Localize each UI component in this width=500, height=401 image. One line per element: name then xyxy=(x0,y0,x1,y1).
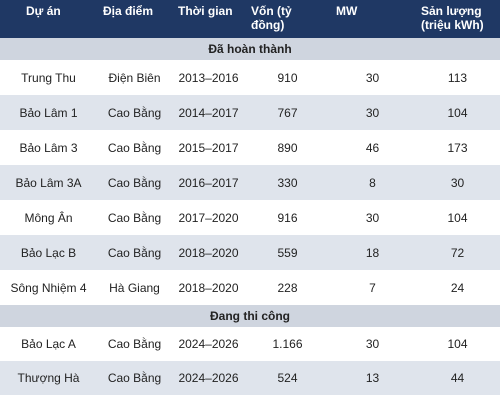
cell: 13 xyxy=(330,361,415,395)
cell: 8 xyxy=(330,165,415,200)
cell: Bảo Lạc A xyxy=(21,337,76,351)
cell: 910 xyxy=(277,70,298,85)
data-row: Thượng Hà Cao Bằng 2024–2026 524 13 44 xyxy=(0,361,500,395)
cell: Cao Bằng xyxy=(107,140,162,155)
cell: 72 xyxy=(415,235,500,270)
cell: Điện Biên xyxy=(108,70,161,85)
cell: 2024–2026 xyxy=(172,361,245,395)
cell: Trung Thu xyxy=(21,70,76,85)
cell: 173 xyxy=(447,140,468,155)
cell: 30 xyxy=(415,165,500,200)
cell: Mông Ân xyxy=(24,210,73,225)
column-header: Thời gian xyxy=(172,0,245,38)
column-header: Địa điểm xyxy=(97,0,172,38)
data-row: Bảo Lạc A Cao Bằng 2024–2026 1.166 30 104 xyxy=(0,327,500,361)
table-body: Đã hoàn thành Trung Thu Điện Biên 2013–2016… xyxy=(0,38,500,395)
section-title: Đang thi công xyxy=(0,305,500,327)
column-header: Vốn (tỷ đồng) xyxy=(245,0,330,38)
cell: 2015–2017 xyxy=(178,140,239,155)
cell: 30 xyxy=(365,337,380,351)
cell: Cao Bằng xyxy=(107,337,162,351)
cell: 228 xyxy=(277,280,298,295)
cell: 2014–2017 xyxy=(172,95,245,130)
cell: 916 xyxy=(277,210,298,225)
cell: Sông Nhiệm 4 xyxy=(10,280,87,295)
cell: 30 xyxy=(365,70,380,85)
cell: Bảo Lạc B xyxy=(0,235,97,270)
cell: Cao Bằng xyxy=(97,235,172,270)
column-header: Sản lượng (triệu kWh) xyxy=(415,0,500,38)
cell: Cao Bằng xyxy=(97,95,172,130)
cell: 524 xyxy=(245,361,330,395)
cell: 104 xyxy=(447,337,468,351)
cell: Cao Bằng xyxy=(97,361,172,395)
cell: 30 xyxy=(365,210,380,225)
cell: 104 xyxy=(447,210,468,225)
cell: 2018–2020 xyxy=(172,235,245,270)
cell: Cao Bằng xyxy=(97,165,172,200)
cell: 46 xyxy=(365,140,380,155)
cell: 890 xyxy=(277,140,298,155)
cell: 2017–2020 xyxy=(178,210,239,225)
cell: Bảo Lâm 3 xyxy=(19,140,78,155)
cell: Thượng Hà xyxy=(0,361,97,395)
cell: Hà Giang xyxy=(109,280,160,295)
cell: 559 xyxy=(245,235,330,270)
cell: 767 xyxy=(245,95,330,130)
cell: Bảo Lâm 3A xyxy=(0,165,97,200)
cell: 30 xyxy=(330,95,415,130)
header-row: Dự án Địa điểm Thời gian Vốn (tỷ đồng) MW Sản… xyxy=(0,0,500,38)
data-row: Bảo Lạc B Cao Bằng 2018–2020 559 18 72 xyxy=(0,235,500,270)
column-header: MW xyxy=(330,0,415,38)
cell: 7 xyxy=(369,280,376,295)
cell: 18 xyxy=(330,235,415,270)
cell: 24 xyxy=(450,280,465,295)
column-header: Dự án xyxy=(0,0,97,38)
section-title: Đã hoàn thành xyxy=(0,38,500,60)
section-row: Đã hoàn thành xyxy=(0,38,500,60)
cell: 104 xyxy=(415,95,500,130)
data-row: Bảo Lâm 3A Cao Bằng 2016–2017 330 8 30 xyxy=(0,165,500,200)
data-row: Bảo Lâm 3 Cao Bằng 2015–2017 890 46 173 xyxy=(0,130,500,165)
cell: 1.166 xyxy=(272,337,303,351)
cell: 2018–2020 xyxy=(178,280,239,295)
data-row: Mông Ân Cao Bằng 2017–2020 916 30 104 xyxy=(0,200,500,235)
data-row: Bảo Lâm 1 Cao Bằng 2014–2017 767 30 104 xyxy=(0,95,500,130)
cell: 2024–2026 xyxy=(178,337,239,351)
data-row: Trung Thu Điện Biên 2013–2016 910 30 113 xyxy=(0,60,500,95)
data-row: Sông Nhiệm 4 Hà Giang 2018–2020 228 7 24 xyxy=(0,270,500,305)
section-row: Đang thi công xyxy=(0,305,500,327)
cell: 113 xyxy=(447,70,468,85)
cell: Cao Bằng xyxy=(107,210,162,225)
cell: 2013–2016 xyxy=(178,70,239,85)
cell: Bảo Lâm 1 xyxy=(0,95,97,130)
cell: 330 xyxy=(245,165,330,200)
cell: 44 xyxy=(415,361,500,395)
cell: 2016–2017 xyxy=(172,165,245,200)
